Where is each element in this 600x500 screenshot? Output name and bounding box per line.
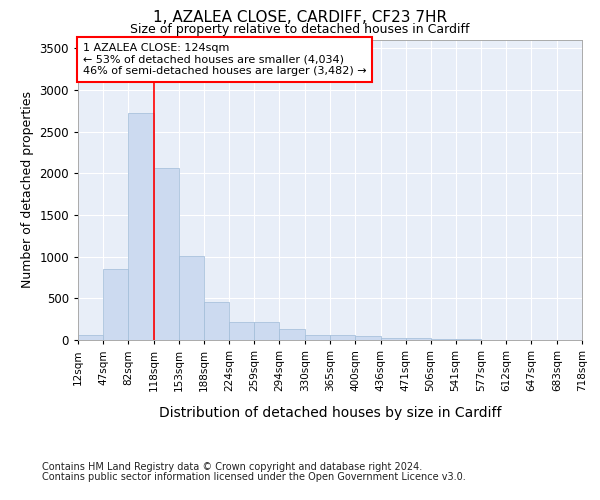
Bar	[280, 329, 305, 340]
Bar	[203, 302, 229, 340]
Bar	[154, 168, 179, 340]
Bar	[103, 269, 128, 340]
Text: Distribution of detached houses by size in Cardiff: Distribution of detached houses by size …	[159, 406, 501, 419]
Text: Contains HM Land Registry data © Crown copyright and database right 2024.: Contains HM Land Registry data © Crown c…	[42, 462, 422, 472]
Bar	[78, 335, 103, 340]
Bar	[330, 336, 355, 340]
Bar	[229, 322, 254, 340]
Bar	[406, 338, 431, 340]
Bar	[380, 338, 406, 340]
Bar	[431, 339, 455, 340]
Y-axis label: Number of detached properties: Number of detached properties	[21, 92, 34, 288]
Bar	[455, 339, 481, 340]
Bar	[128, 114, 154, 340]
Text: Contains public sector information licensed under the Open Government Licence v3: Contains public sector information licen…	[42, 472, 466, 482]
Bar	[254, 322, 280, 340]
Bar	[305, 334, 330, 340]
Bar	[355, 336, 380, 340]
Text: 1, AZALEA CLOSE, CARDIFF, CF23 7HR: 1, AZALEA CLOSE, CARDIFF, CF23 7HR	[153, 10, 447, 25]
Text: 1 AZALEA CLOSE: 124sqm
← 53% of detached houses are smaller (4,034)
46% of semi-: 1 AZALEA CLOSE: 124sqm ← 53% of detached…	[83, 43, 367, 76]
Text: Size of property relative to detached houses in Cardiff: Size of property relative to detached ho…	[130, 22, 470, 36]
Bar	[179, 256, 203, 340]
